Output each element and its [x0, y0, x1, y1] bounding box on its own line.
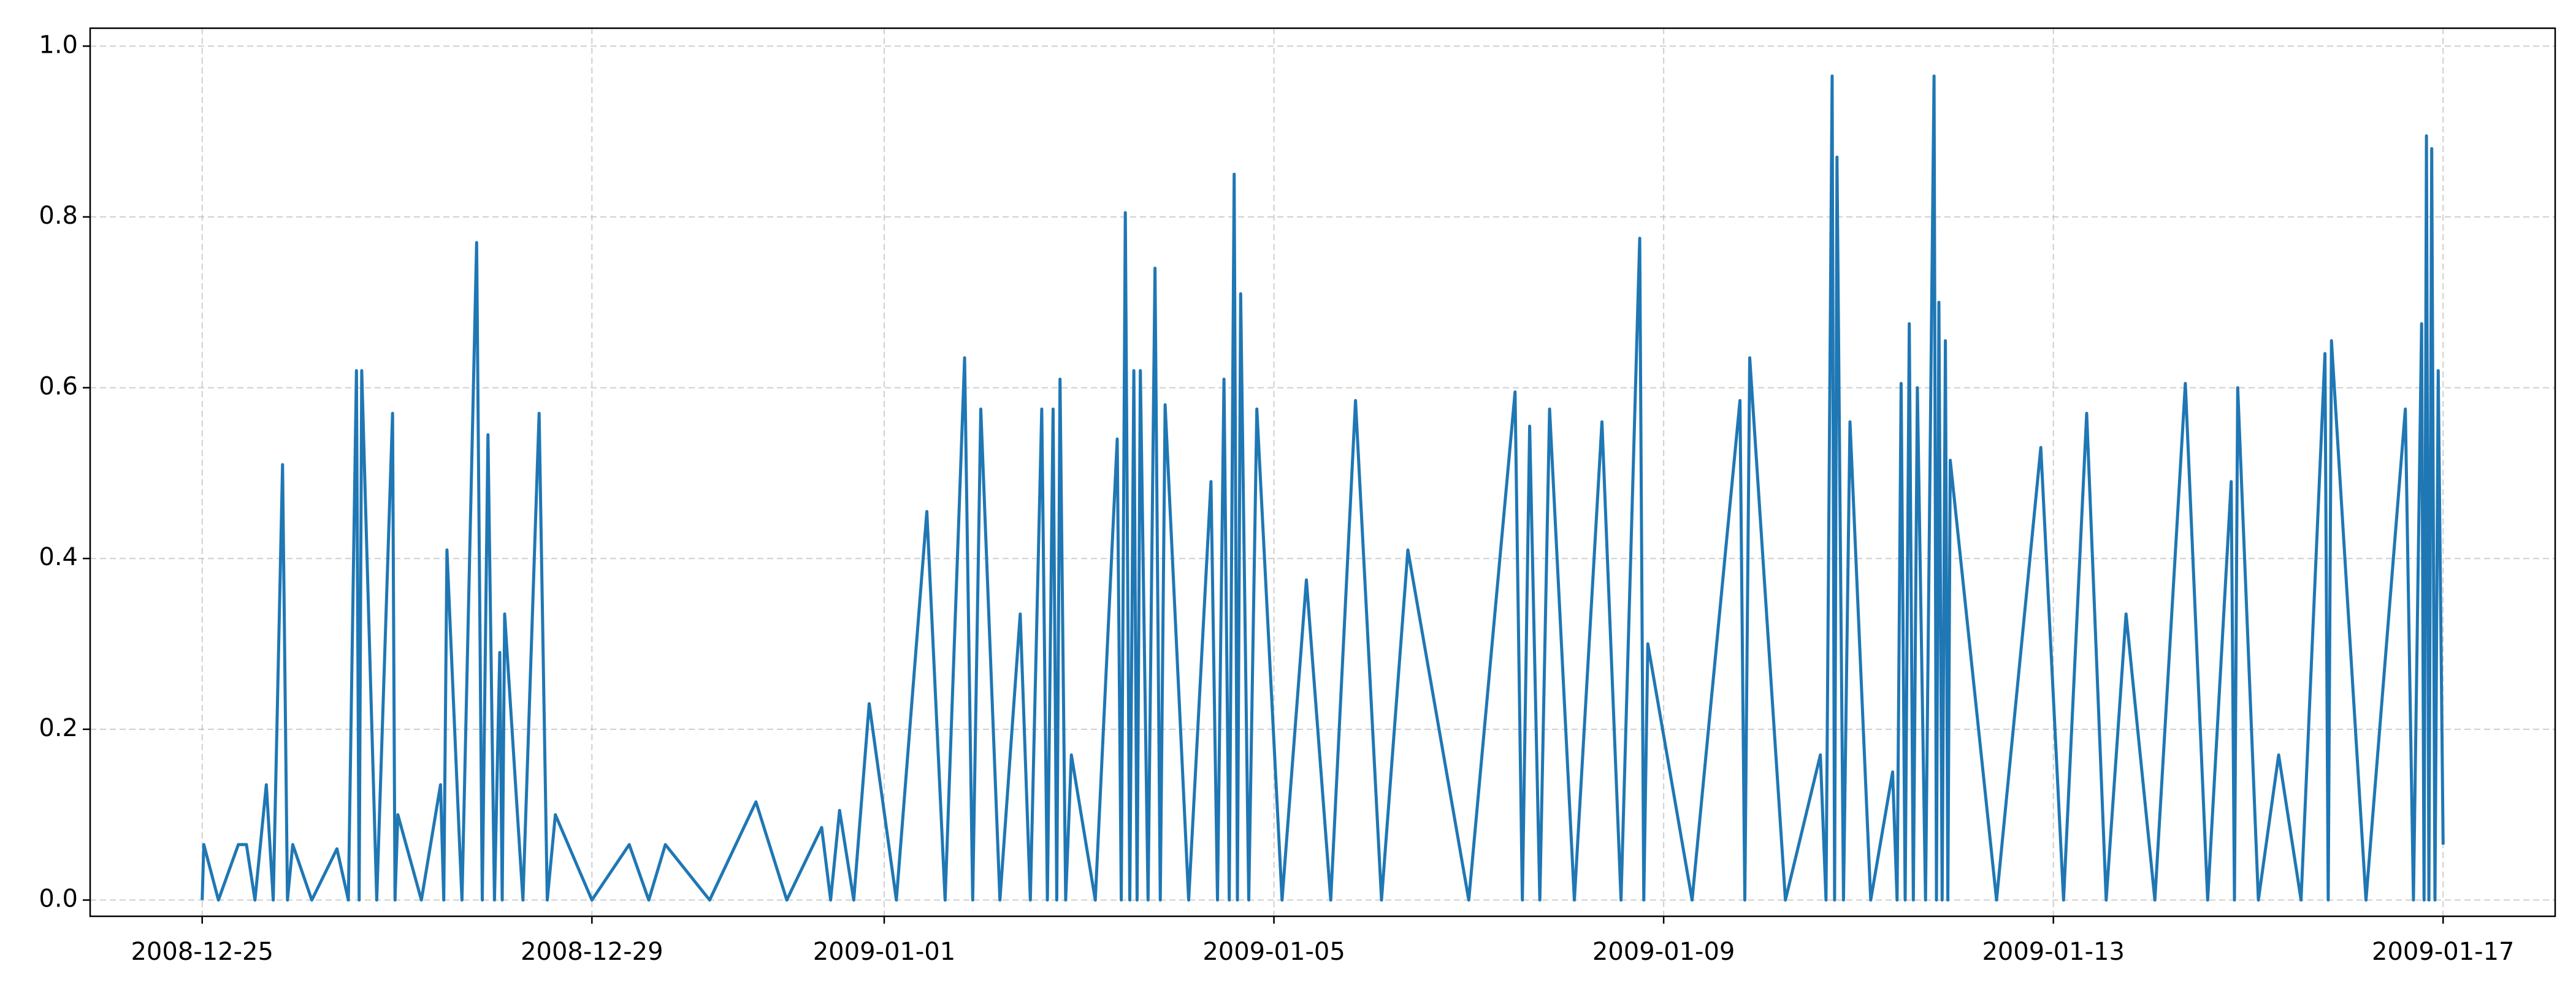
x-tick-label: 2008-12-25: [131, 938, 273, 966]
y-tick-label: 0.0: [39, 885, 78, 913]
y-tick-label: 1.0: [39, 31, 78, 59]
x-tick-label: 2009-01-05: [1202, 938, 1345, 966]
y-tick-label: 0.8: [39, 202, 78, 230]
x-tick-label: 2009-01-13: [1982, 938, 2124, 966]
plot-frame: [89, 27, 2556, 918]
y-tick-label: 0.6: [39, 373, 78, 401]
data-line: [201, 74, 2445, 902]
y-tick-label: 0.2: [39, 714, 78, 742]
x-tick-label: 2009-01-17: [2372, 938, 2514, 966]
y-tick-label: 0.4: [39, 543, 78, 571]
x-tick-label: 2009-01-01: [813, 938, 955, 966]
x-tick-label: 2009-01-09: [1592, 938, 1735, 966]
x-tick-label: 2008-12-29: [521, 938, 663, 966]
